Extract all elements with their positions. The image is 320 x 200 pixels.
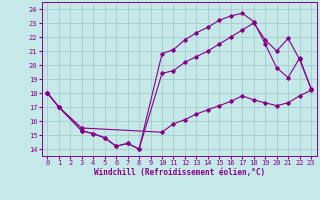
X-axis label: Windchill (Refroidissement éolien,°C): Windchill (Refroidissement éolien,°C) (94, 168, 265, 177)
